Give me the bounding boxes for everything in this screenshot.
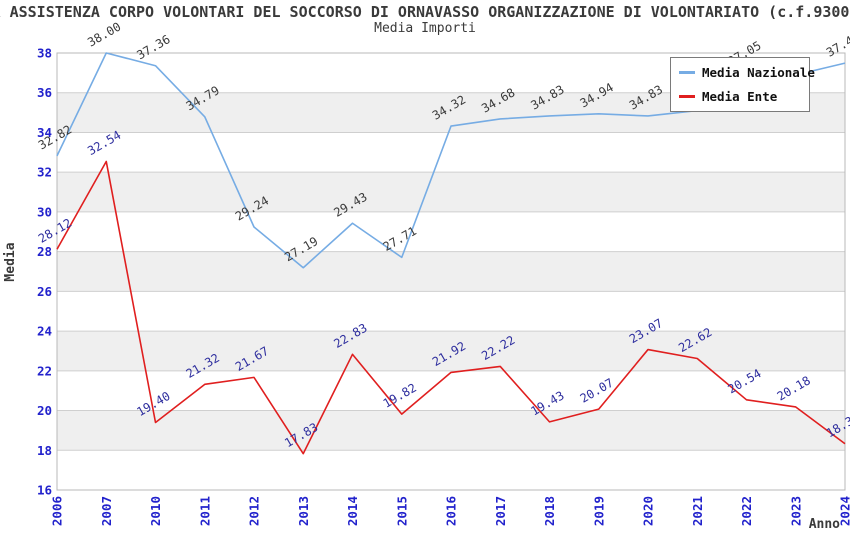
svg-text:2011: 2011 (197, 496, 212, 526)
svg-text:2014: 2014 (345, 496, 360, 526)
svg-text:26: 26 (37, 284, 52, 299)
svg-text:18: 18 (37, 443, 52, 458)
legend-item-media-ente: Media Ente (679, 89, 801, 104)
svg-text:30: 30 (37, 204, 52, 219)
svg-text:2010: 2010 (148, 496, 163, 526)
svg-text:32: 32 (37, 165, 52, 180)
svg-text:20.18: 20.18 (775, 373, 813, 403)
legend-line-red-icon (679, 95, 695, 98)
svg-text:38.00: 38.00 (85, 19, 123, 49)
svg-text:2018: 2018 (542, 496, 557, 526)
svg-text:37.49: 37.49 (824, 30, 850, 60)
chart-title: A ASSISTENZA CORPO VOLONTARI DEL SOCCORS… (0, 3, 850, 21)
svg-text:Media: Media (3, 242, 18, 281)
legend-line-blue-icon (679, 71, 695, 74)
svg-text:20: 20 (37, 403, 52, 418)
svg-text:38: 38 (37, 46, 52, 61)
svg-text:20.07: 20.07 (578, 376, 616, 406)
svg-text:2016: 2016 (444, 496, 459, 526)
svg-text:28: 28 (37, 244, 52, 259)
svg-text:2015: 2015 (394, 496, 409, 526)
legend: Media Nazionale Media Ente (670, 57, 815, 112)
svg-text:2022: 2022 (739, 496, 754, 526)
svg-text:Anno: Anno (809, 517, 840, 532)
svg-text:24: 24 (37, 324, 52, 339)
svg-text:27.71: 27.71 (381, 224, 419, 254)
legend-label-media-nazionale: Media Nazionale (702, 65, 815, 80)
svg-text:2017: 2017 (493, 496, 508, 526)
svg-text:2013: 2013 (296, 496, 311, 526)
svg-text:19.82: 19.82 (381, 381, 419, 411)
svg-text:2019: 2019 (591, 496, 606, 526)
svg-text:16: 16 (37, 483, 52, 498)
svg-text:28.12: 28.12 (36, 216, 74, 246)
svg-text:2024: 2024 (838, 496, 850, 526)
svg-text:2007: 2007 (99, 496, 114, 526)
svg-text:37.36: 37.36 (134, 32, 172, 62)
svg-text:2020: 2020 (641, 496, 656, 526)
legend-label-media-ente: Media Ente (702, 89, 778, 104)
svg-text:2006: 2006 (50, 496, 65, 526)
svg-text:36: 36 (37, 85, 52, 100)
svg-text:2023: 2023 (788, 496, 803, 526)
svg-text:2021: 2021 (690, 496, 705, 526)
legend-item-media-nazionale: Media Nazionale (679, 65, 815, 80)
svg-text:2012: 2012 (247, 496, 262, 526)
chart-subtitle: Media Importi (374, 21, 476, 36)
svg-text:22: 22 (37, 363, 52, 378)
svg-text:34: 34 (37, 125, 52, 140)
